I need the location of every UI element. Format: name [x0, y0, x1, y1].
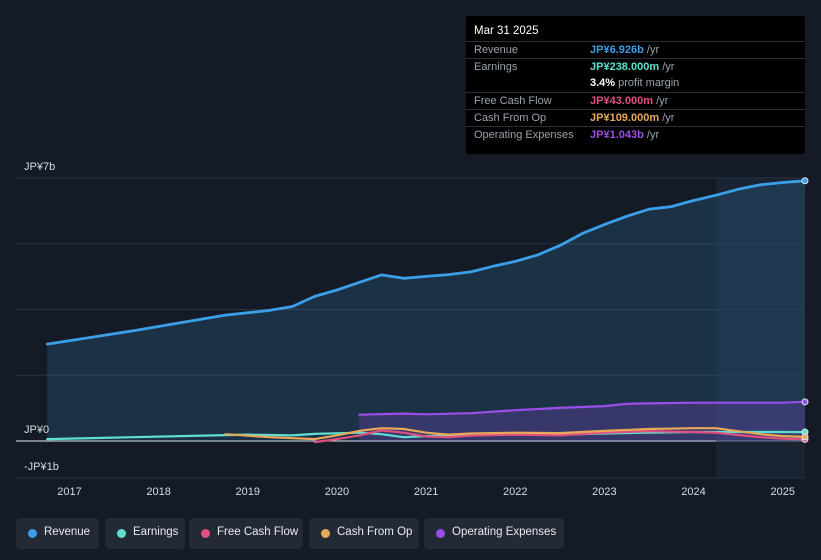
legend-label: Operating Expenses	[452, 526, 557, 538]
series-lines	[45, 179, 807, 444]
y-tick-label: JP¥0	[24, 424, 49, 436]
operating-expenses-endpoint	[801, 398, 809, 406]
x-tick-label: 2020	[325, 486, 349, 498]
revenue-area	[47, 180, 805, 442]
legend-label: Revenue	[44, 526, 91, 538]
y-tick-label: -JP¥1b	[24, 461, 59, 473]
series-endpoints	[801, 177, 809, 443]
x-tick-label: 2024	[681, 486, 705, 498]
tooltip-value: JP¥109.000m /yr	[590, 112, 675, 124]
tooltip-row-opex: Operating Expenses JP¥1.043b /yr	[466, 126, 805, 144]
x-tick-label: 2022	[503, 486, 527, 498]
free-cash-flow-line	[313, 429, 807, 444]
cash-from-op-endpoint	[801, 433, 809, 441]
revenue-line	[45, 179, 807, 346]
chart-svg: JP¥7b JP¥0 -JP¥1b 2017 2018 2019 2020 2021 2022…	[16, 161, 809, 498]
revenue-endpoint	[801, 177, 809, 185]
tooltip-row-fcf: Free Cash Flow JP¥43.000m /yr	[466, 92, 805, 110]
tooltip-date: Mar 31 2025	[474, 25, 539, 37]
legend-item-revenue[interactable]: Revenue	[16, 518, 99, 549]
tooltip-value: 3.4% profit margin	[590, 77, 680, 89]
x-tick-label: 2017	[57, 486, 81, 498]
x-tick-label: 2023	[592, 486, 616, 498]
tooltip-panel: Mar 31 2025 Revenue JP¥6.926b /yr Earnin…	[466, 16, 805, 154]
gridlines	[16, 177, 805, 479]
tooltip-row-margin: 3.4% profit margin	[466, 75, 805, 92]
tooltip-label: Revenue	[474, 44, 519, 56]
x-tick-label: 2019	[236, 486, 260, 498]
tooltip-row-earnings: Earnings JP¥238.000m /yr	[466, 58, 805, 76]
tooltip-value: JP¥43.000m /yr	[590, 95, 669, 107]
y-axis-labels: JP¥7b JP¥0 -JP¥1b	[24, 161, 59, 473]
tooltip-value: JP¥1.043b /yr	[590, 129, 660, 141]
legend-label: Free Cash Flow	[217, 526, 299, 538]
legend-dot-icon	[117, 529, 126, 538]
x-axis-labels: 2017 2018 2019 2020 2021 2022 2023 2024 2025	[57, 486, 795, 498]
legend-dot-icon	[28, 529, 37, 538]
legend-dot-icon	[321, 529, 330, 538]
legend-dot-icon	[436, 529, 445, 538]
tooltip-label: Operating Expenses	[474, 129, 574, 141]
tooltip-value: JP¥6.926b /yr	[590, 44, 660, 56]
legend-item-cash-from-op[interactable]: Cash From Op	[309, 518, 419, 549]
legend-label: Earnings	[133, 526, 179, 538]
tooltip-row-cfo: Cash From Op JP¥109.000m /yr	[466, 109, 805, 127]
operating-expenses-line	[358, 400, 807, 416]
legend-item-earnings[interactable]: Earnings	[105, 518, 185, 549]
highlight-region	[715, 178, 805, 478]
y-tick-label: JP¥7b	[24, 161, 55, 173]
cash-from-op-line	[224, 427, 807, 441]
legend-dot-icon	[201, 529, 210, 538]
x-tick-label: 2025	[770, 486, 794, 498]
tooltip-label: Earnings	[474, 61, 518, 73]
legend-item-operating-expenses[interactable]: Operating Expenses	[424, 518, 564, 549]
legend-item-free-cash-flow[interactable]: Free Cash Flow	[189, 518, 303, 549]
legend-label: Cash From Op	[337, 526, 413, 538]
tooltip-label: Cash From Op	[474, 112, 547, 124]
tooltip-value: JP¥238.000m /yr	[590, 61, 675, 73]
tooltip-row-revenue: Revenue JP¥6.926b /yr	[466, 41, 805, 59]
x-tick-label: 2021	[414, 486, 438, 498]
tooltip-label: Free Cash Flow	[474, 95, 552, 107]
x-tick-label: 2018	[146, 486, 170, 498]
